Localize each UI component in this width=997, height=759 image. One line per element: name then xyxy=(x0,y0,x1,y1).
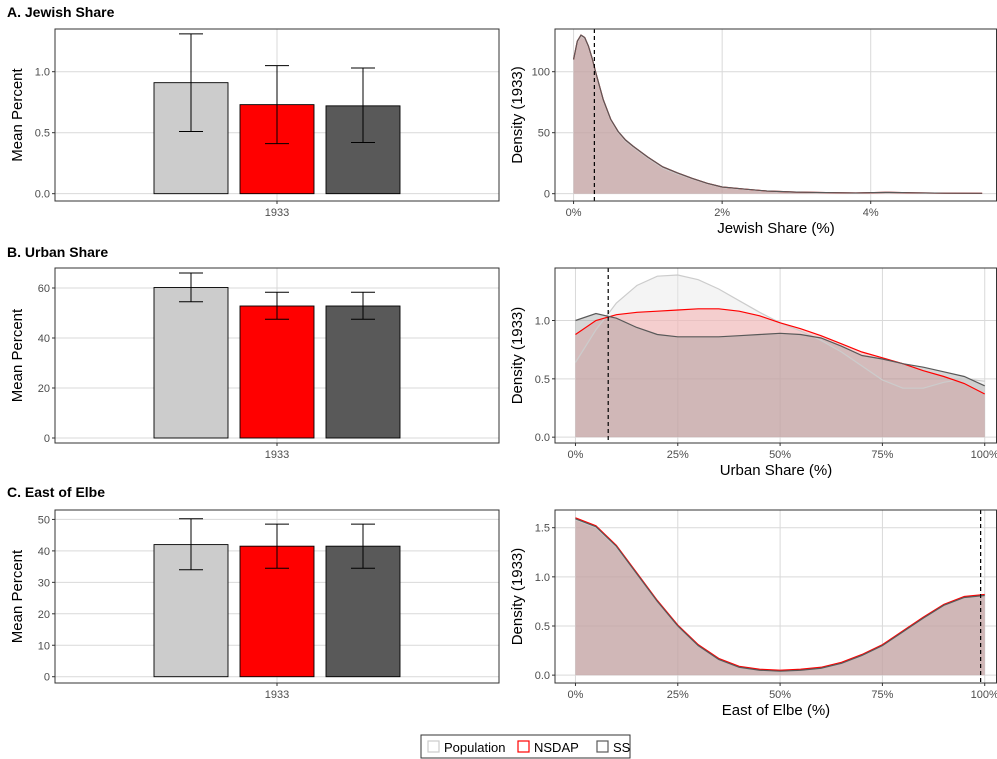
y-tick-label: 40 xyxy=(38,333,50,345)
errorbar-nsdap xyxy=(265,65,289,145)
x-tick-label: 100% xyxy=(971,689,997,701)
y-axis-label: Density (1933) xyxy=(509,66,526,164)
errorbar-nsdap xyxy=(265,523,289,569)
legend: Population NSDAP SS xyxy=(420,734,631,759)
density-line-ss xyxy=(575,518,985,672)
legend-label-population: Population xyxy=(444,740,505,755)
legend-swatch-ss xyxy=(596,740,609,753)
x-tick-label: 1933 xyxy=(265,449,289,461)
bar-panel-4 xyxy=(52,509,500,686)
x-tick-label: 75% xyxy=(871,449,893,461)
legend-swatch-population xyxy=(427,740,440,753)
density-line-ss xyxy=(572,34,983,194)
y-tick-label: 0.5 xyxy=(535,374,550,386)
density-panel-5 xyxy=(552,509,997,686)
y-axis-label: Density (1933) xyxy=(509,548,526,646)
errorbar-nsdap xyxy=(265,291,289,320)
density-area-nsdap xyxy=(575,517,985,676)
y-tick-label: 0 xyxy=(44,672,50,684)
y-tick-label: 0.0 xyxy=(535,432,550,444)
y-axis-label: Mean Percent xyxy=(9,308,26,402)
y-tick-label: 0.5 xyxy=(535,621,550,633)
y-tick-label: 100 xyxy=(532,67,550,79)
y-tick-label: 0.0 xyxy=(535,670,550,682)
x-tick-label: 0% xyxy=(568,689,584,701)
legend-swatch-nsdap xyxy=(517,740,530,753)
density-line-ss xyxy=(575,312,985,387)
density-panel-3 xyxy=(552,267,997,446)
bar-nsdap xyxy=(239,305,315,439)
x-tick-label: 0% xyxy=(566,207,582,219)
x-tick-label: 50% xyxy=(769,689,791,701)
y-tick-label: 20 xyxy=(38,383,50,395)
errorbar-ss xyxy=(351,523,375,569)
density-area-population xyxy=(575,275,985,438)
density-panel-1 xyxy=(552,28,997,204)
y-tick-label: 30 xyxy=(38,577,50,589)
panel-title: B. Urban Share xyxy=(7,244,108,260)
errorbar-population xyxy=(179,518,203,571)
y-axis-label: Mean Percent xyxy=(9,549,26,643)
y-tick-label: 1.0 xyxy=(535,572,550,584)
x-tick-label: 4% xyxy=(863,207,879,219)
x-tick-label: 25% xyxy=(667,689,689,701)
x-tick-label: 75% xyxy=(871,689,893,701)
y-axis-label: Density (1933) xyxy=(509,307,526,405)
density-area-population xyxy=(575,519,985,676)
density-area-ss xyxy=(575,313,985,438)
bar-population xyxy=(153,287,229,439)
density-area-nsdap xyxy=(575,308,985,438)
bar-panel-2 xyxy=(52,267,500,446)
bar-ss xyxy=(325,305,401,439)
x-tick-label: 0% xyxy=(568,449,584,461)
y-tick-label: 20 xyxy=(38,609,50,621)
x-tick-label: 1933 xyxy=(265,207,289,219)
bar-panel-0 xyxy=(52,28,500,204)
legend-label-ss: SS xyxy=(613,740,631,755)
y-tick-label: 1.0 xyxy=(535,316,550,328)
y-tick-label: 0 xyxy=(44,433,50,445)
density-line-nsdap xyxy=(575,308,985,395)
y-tick-label: 0.0 xyxy=(35,189,50,201)
density-area-ss xyxy=(573,35,983,194)
x-tick-label: 50% xyxy=(769,449,791,461)
panel-title: C. East of Elbe xyxy=(7,484,105,500)
density-area-population xyxy=(573,36,983,194)
y-tick-label: 0 xyxy=(544,189,550,201)
y-tick-label: 0.5 xyxy=(35,128,50,140)
x-tick-label: 25% xyxy=(667,449,689,461)
y-tick-label: 1.5 xyxy=(535,523,550,535)
x-tick-label: 100% xyxy=(971,449,997,461)
x-axis-label: Urban Share (%) xyxy=(720,462,833,479)
y-axis-label: Mean Percent xyxy=(9,67,26,161)
legend-label-nsdap: NSDAP xyxy=(534,740,579,755)
x-tick-label: 1933 xyxy=(265,689,289,701)
y-tick-label: 50 xyxy=(38,514,50,526)
y-tick-label: 40 xyxy=(38,546,50,558)
x-axis-label: East of Elbe (%) xyxy=(722,702,830,719)
y-tick-label: 50 xyxy=(538,128,550,140)
y-tick-label: 10 xyxy=(38,640,50,652)
x-axis-label: Jewish Share (%) xyxy=(717,220,835,237)
density-area-ss xyxy=(575,518,985,676)
errorbar-ss xyxy=(351,291,375,320)
y-tick-label: 1.0 xyxy=(35,67,50,79)
errorbar-population xyxy=(179,33,203,132)
errorbar-ss xyxy=(351,67,375,143)
bar-ss xyxy=(325,105,401,195)
x-tick-label: 2% xyxy=(714,207,730,219)
density-area-nsdap xyxy=(573,35,983,194)
y-tick-label: 60 xyxy=(38,283,50,295)
errorbar-population xyxy=(179,272,203,303)
panel-title: A. Jewish Share xyxy=(7,4,115,20)
